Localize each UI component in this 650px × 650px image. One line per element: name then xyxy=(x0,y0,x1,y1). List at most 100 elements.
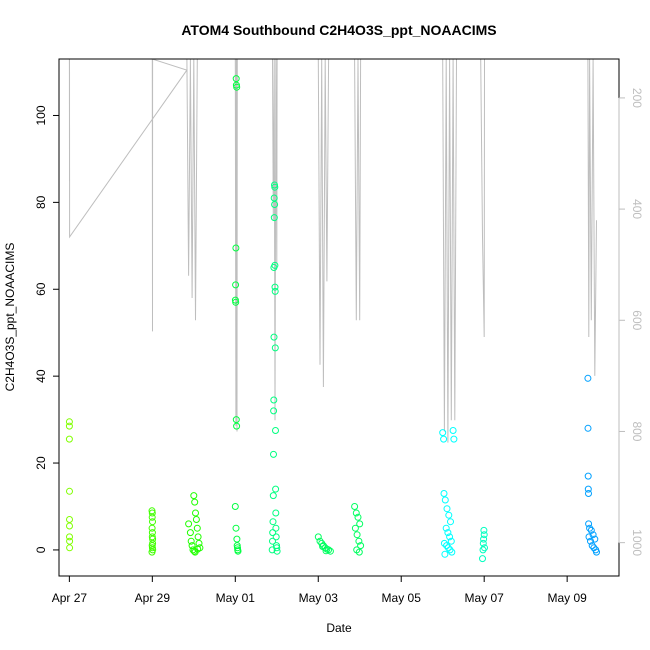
data-point-flight8-8 xyxy=(445,511,453,519)
data-point-flight3-7 xyxy=(192,509,199,517)
data-point-flight5-16 xyxy=(272,485,280,493)
data-point-flight9-3 xyxy=(480,535,488,543)
data-point-flight1-1 xyxy=(65,418,73,426)
data-point-flight9-7 xyxy=(479,555,486,563)
data-point-flight3-14 xyxy=(190,547,198,555)
data-point-flight8-10 xyxy=(442,524,450,532)
data-point-flight4-4 xyxy=(232,244,240,252)
data-point-flight8-15 xyxy=(443,542,451,550)
data-point-flight6-8 xyxy=(326,547,334,555)
data-point-flight10-16 xyxy=(585,533,593,541)
y2-tick-label: 200 xyxy=(630,88,644,108)
data-point-flight10-1 xyxy=(584,374,592,382)
data-point-flight8-19 xyxy=(441,550,449,558)
data-point-flight9-4 xyxy=(479,539,487,547)
data-point-flight5-4 xyxy=(271,201,279,208)
y2-axis-pressure: 200 400 600 800 1000 xyxy=(618,88,644,556)
data-point-flight10-12 xyxy=(588,542,596,550)
data-point-flight2-3 xyxy=(148,513,156,521)
data-point-flight2-4 xyxy=(149,518,156,526)
data-point-flight3-5 xyxy=(190,492,198,500)
y-tick-label: 20 xyxy=(34,456,48,470)
y2-tick-label: 1000 xyxy=(630,529,644,556)
data-point-flight4-9 xyxy=(233,422,241,430)
data-point-flight4-5 xyxy=(232,281,240,289)
data-point-flight7-8 xyxy=(357,542,365,550)
data-point-flight5-17 xyxy=(269,492,277,500)
data-point-flight5-12 xyxy=(270,396,278,404)
pressure-line xyxy=(68,58,597,443)
data-point-flight5-9 xyxy=(271,287,279,295)
data-point-flight3-16 xyxy=(194,545,202,553)
data-point-flight4-10 xyxy=(231,503,239,510)
data-point-flight10-10 xyxy=(591,535,599,543)
data-point-flight10-11 xyxy=(587,537,594,545)
plot-frame xyxy=(58,58,620,577)
data-point-flight4-3 xyxy=(233,83,241,91)
data-point-flight5-27 xyxy=(273,547,281,555)
data-point-flight3-8 xyxy=(192,516,200,523)
data-point-flight8-7 xyxy=(443,505,451,513)
data-point-flight3-3 xyxy=(187,537,195,545)
y-tick-label: 100 xyxy=(34,105,48,125)
data-point-flight8-5 xyxy=(440,490,448,497)
data-point-flight7-7 xyxy=(355,537,363,545)
data-point-flight3-6 xyxy=(191,498,199,506)
data-point-flight8-17 xyxy=(446,546,454,554)
data-point-flight1-5 xyxy=(66,516,73,523)
data-point-flight7-4 xyxy=(356,520,364,528)
data-point-flight8-9 xyxy=(447,518,454,526)
x-axis: Apr 27 Apr 29 May 01 May 03 May 05 May 07 May … xyxy=(52,575,587,605)
data-point-flight5-18 xyxy=(272,509,280,517)
data-point-flight5-23 xyxy=(269,537,276,545)
data-point-flight5-19 xyxy=(269,518,277,526)
data-point-flight10-5 xyxy=(585,490,592,497)
data-point-flight8-12 xyxy=(446,533,454,541)
data-point-flight4-7 xyxy=(232,298,240,306)
data-point-flight4-11 xyxy=(232,524,240,532)
scatter-points-layer xyxy=(65,75,600,563)
data-point-flight5-21 xyxy=(269,529,277,537)
data-point-flight8-6 xyxy=(441,496,449,504)
data-point-flight2-10 xyxy=(148,542,156,550)
data-point-flight4-16 xyxy=(234,547,242,555)
data-point-flight5-7 xyxy=(270,264,278,271)
data-point-flight5-11 xyxy=(271,344,279,352)
data-point-flight10-3 xyxy=(584,472,592,480)
y-tick-label: 80 xyxy=(34,195,48,209)
data-point-flight5-3 xyxy=(270,194,278,202)
pressure-line-layer xyxy=(68,58,597,443)
data-point-flight2-5 xyxy=(148,524,156,532)
x-tick-label: Apr 29 xyxy=(135,591,171,605)
data-point-flight1-4 xyxy=(66,487,73,495)
data-point-flight5-22 xyxy=(272,533,280,541)
data-point-flight4-14 xyxy=(234,544,241,552)
data-point-flight10-7 xyxy=(586,524,594,532)
data-point-flight5-13 xyxy=(270,407,278,415)
data-point-flight6-1 xyxy=(314,533,322,541)
data-point-flight8-3 xyxy=(449,427,457,434)
data-point-flight5-10 xyxy=(270,333,278,341)
data-point-flight4-12 xyxy=(233,535,241,543)
y-tick-label: 60 xyxy=(34,282,48,296)
data-point-flight7-3 xyxy=(354,513,362,521)
data-point-flight10-15 xyxy=(593,548,600,556)
data-point-flight7-10 xyxy=(355,548,363,556)
data-point-flight7-2 xyxy=(352,509,360,517)
data-point-flight1-2 xyxy=(65,422,73,430)
data-point-flight9-6 xyxy=(479,546,487,554)
data-point-flight2-2 xyxy=(148,509,156,517)
data-point-flight7-1 xyxy=(351,503,359,510)
y2-tick-label: 600 xyxy=(630,310,644,330)
data-point-flight5-14 xyxy=(272,427,279,434)
data-point-flight9-2 xyxy=(480,531,488,539)
data-point-flight1-8 xyxy=(66,537,74,545)
data-point-flight8-11 xyxy=(444,529,452,537)
data-point-flight5-2 xyxy=(271,183,279,191)
data-point-flight3-2 xyxy=(186,529,194,537)
data-point-flight5-26 xyxy=(268,546,276,554)
data-point-flight9-5 xyxy=(481,544,488,552)
data-point-flight2-8 xyxy=(149,535,157,543)
data-point-flight1-6 xyxy=(66,522,73,530)
